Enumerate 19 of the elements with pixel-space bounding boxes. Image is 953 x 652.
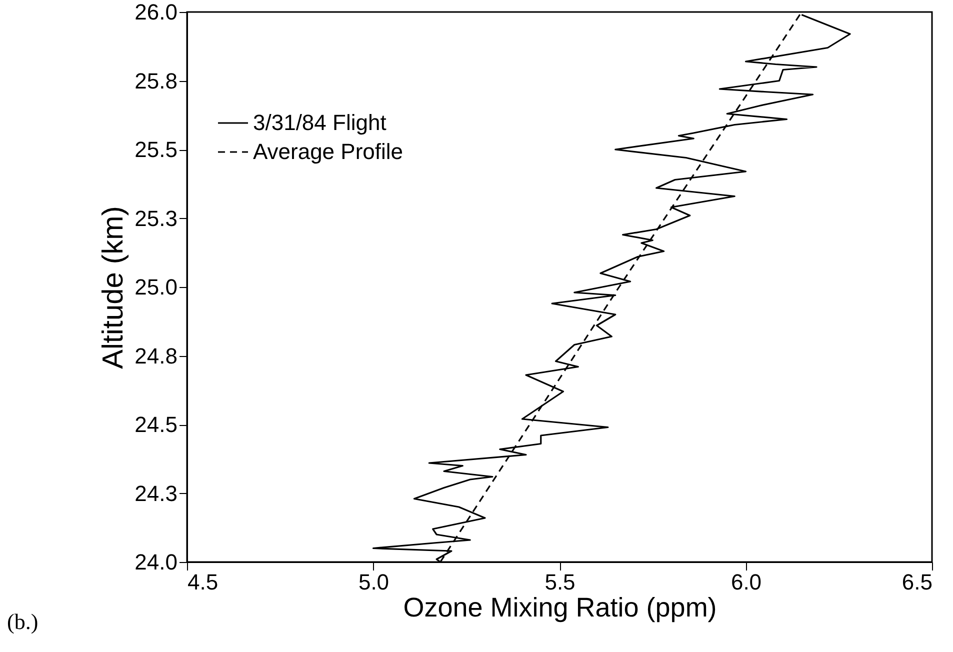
y-tick-label: 25.0 — [134, 274, 178, 300]
x-tick-label: 4.5 — [188, 570, 218, 594]
legend-label: Average Profile — [253, 139, 404, 164]
x-tick-label: 5.5 — [544, 570, 576, 594]
x-axis-title: Ozone Mixing Ratio (ppm) — [403, 592, 717, 622]
y-tick-label: 25.8 — [134, 68, 178, 94]
x-tick-label: 6.0 — [730, 570, 762, 594]
legend-label: 3/31/84 Flight — [253, 110, 386, 135]
y-tick-label: 24.3 — [134, 480, 178, 506]
y-tick-label: 25.5 — [134, 137, 178, 162]
y-tick-label: 24.5 — [134, 412, 178, 437]
x-tick-label: 6.5 — [902, 570, 932, 594]
y-tick-label: 26.0 — [134, 0, 178, 24]
y-axis-title: Altitude (km) — [98, 206, 130, 369]
y-tick-label: 25.3 — [134, 206, 178, 231]
y-tick-label: 24.8 — [134, 343, 178, 368]
text: (b.) — [7, 609, 38, 634]
x-tick-label: 5.0 — [358, 570, 390, 594]
y-tick-label: 24.0 — [134, 550, 178, 574]
